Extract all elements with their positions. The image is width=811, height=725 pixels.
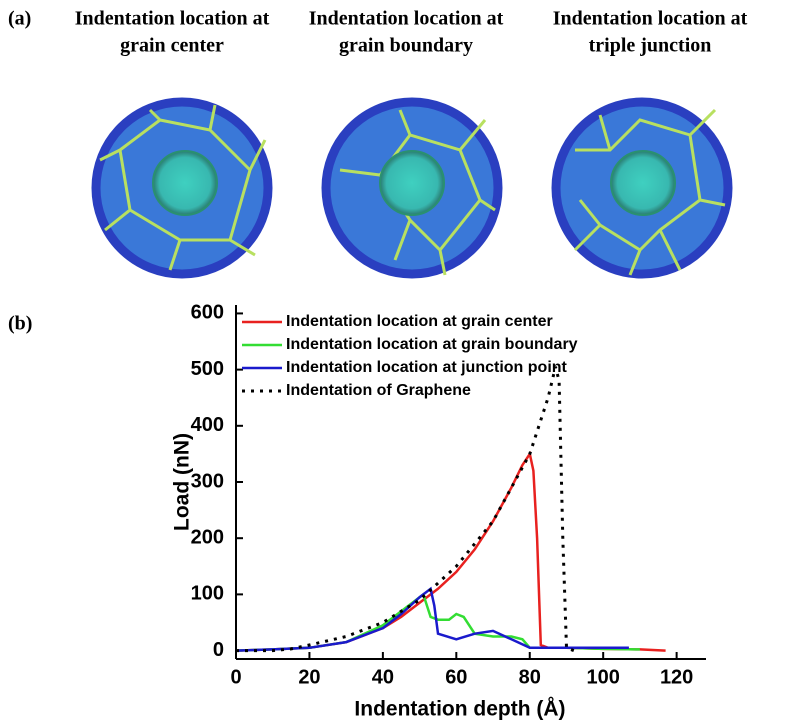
legend-label: Indentation location at junction point [286,359,568,376]
caption: triple junction [589,35,712,57]
y-tick-label: 300 [191,470,224,492]
x-tick-label: 20 [298,666,320,688]
sample-image [326,102,498,275]
caption: grain boundary [339,35,473,57]
y-tick-label: 500 [191,358,224,380]
y-tick-label: 0 [213,639,224,661]
data-line [236,594,640,650]
y-tick-label: 400 [191,414,224,436]
sample-image [96,102,268,274]
x-tick-label: 80 [519,666,541,688]
panel-label: (b) [8,313,32,335]
x-tick-label: 40 [372,666,394,688]
x-tick-label: 0 [230,666,241,688]
panel-label: (a) [8,8,31,30]
y-tick-label: 100 [191,583,224,605]
sample-image [556,102,728,275]
x-tick-label: 120 [660,666,693,688]
x-tick-label: 60 [445,666,467,688]
caption: Indentation location at [75,8,270,30]
x-tick-label: 100 [587,666,620,688]
y-tick-label: 600 [191,302,224,324]
caption: Indentation location at [309,8,504,30]
figure: (a) Indentation location at grain center… [0,0,811,725]
legend-label: Indentation location at grain center [286,313,553,330]
data-line [236,589,629,651]
caption: Indentation location at [553,8,748,30]
x-axis-label: Indentation depth (Å) [354,697,565,721]
caption: grain center [120,35,224,57]
legend-label: Indentation location at grain boundary [286,336,578,353]
y-tick-label: 200 [191,526,224,548]
legend-label: Indentation of Graphene [286,382,471,399]
data-line [236,454,666,651]
